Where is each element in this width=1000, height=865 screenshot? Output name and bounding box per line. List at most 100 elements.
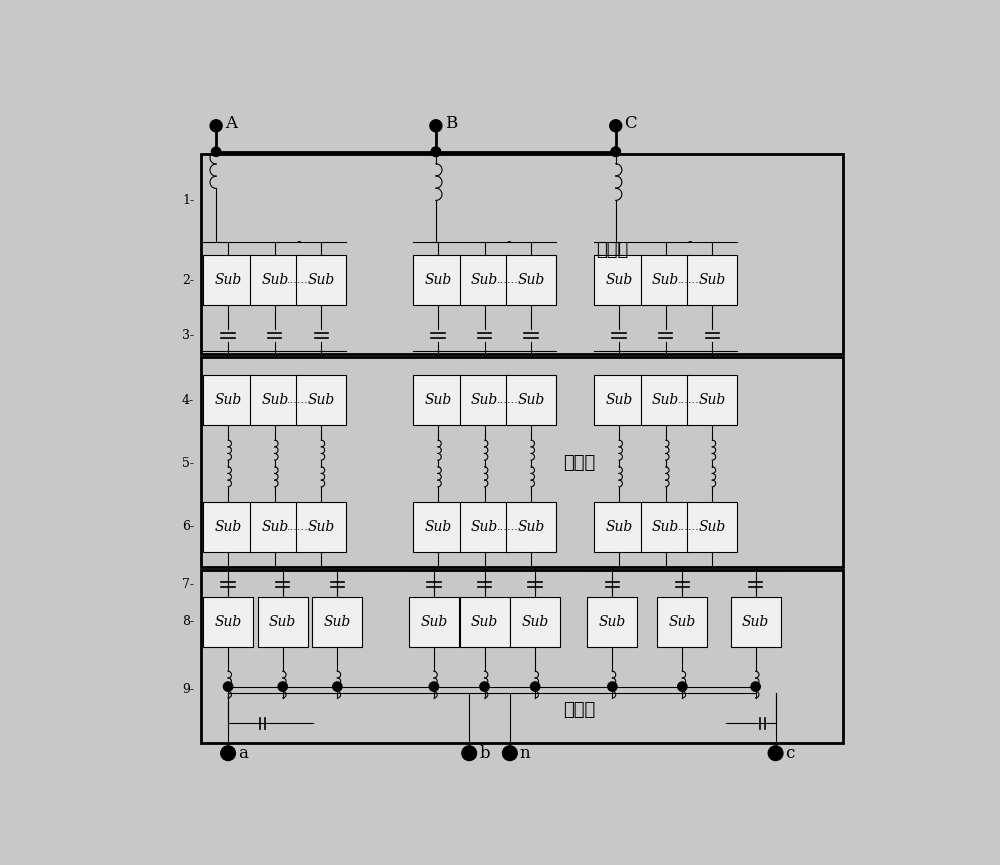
- Text: ......: ......: [497, 275, 519, 285]
- Bar: [657, 597, 707, 647]
- Text: Sub: Sub: [518, 394, 545, 407]
- Text: Sub: Sub: [699, 520, 726, 534]
- Text: Sub: Sub: [471, 615, 498, 629]
- Text: Sub: Sub: [518, 273, 545, 287]
- Circle shape: [530, 682, 540, 691]
- Text: Sub: Sub: [699, 394, 726, 407]
- Text: 8-: 8-: [182, 616, 194, 629]
- Bar: [641, 502, 691, 552]
- Circle shape: [751, 682, 760, 691]
- Bar: [460, 375, 510, 426]
- Text: 输入级: 输入级: [596, 241, 629, 260]
- Bar: [201, 357, 843, 567]
- Text: Sub: Sub: [669, 615, 696, 629]
- Text: 9-: 9-: [182, 683, 194, 696]
- Text: Sub: Sub: [518, 520, 545, 534]
- Bar: [203, 255, 253, 305]
- Bar: [203, 375, 253, 426]
- Text: Sub: Sub: [214, 273, 242, 287]
- Bar: [296, 502, 346, 552]
- Circle shape: [430, 119, 442, 131]
- Bar: [296, 375, 346, 426]
- Text: Sub: Sub: [214, 615, 242, 629]
- Text: Sub: Sub: [420, 615, 448, 629]
- Text: ......: ......: [287, 395, 309, 405]
- Bar: [201, 570, 843, 743]
- Text: Sub: Sub: [214, 394, 242, 407]
- Text: Sub: Sub: [261, 273, 288, 287]
- Text: 4-: 4-: [182, 394, 194, 407]
- Circle shape: [431, 147, 441, 157]
- Text: ......: ......: [287, 275, 309, 285]
- Bar: [460, 597, 510, 647]
- Text: Sub: Sub: [599, 615, 626, 629]
- Text: 6-: 6-: [182, 520, 194, 533]
- Bar: [506, 502, 556, 552]
- Circle shape: [278, 682, 287, 691]
- Text: 7-: 7-: [182, 578, 194, 591]
- Bar: [687, 255, 737, 305]
- Text: ......: ......: [678, 522, 700, 532]
- Text: b: b: [479, 745, 490, 762]
- Bar: [687, 502, 737, 552]
- Circle shape: [610, 119, 622, 131]
- Bar: [250, 375, 300, 426]
- Text: ......: ......: [678, 275, 700, 285]
- Circle shape: [611, 147, 620, 157]
- Text: Sub: Sub: [471, 394, 498, 407]
- Bar: [413, 255, 463, 305]
- Text: Sub: Sub: [522, 615, 549, 629]
- Circle shape: [611, 147, 620, 157]
- Bar: [460, 255, 510, 305]
- Text: Sub: Sub: [605, 273, 633, 287]
- Bar: [413, 375, 463, 426]
- Bar: [510, 597, 560, 647]
- Bar: [641, 375, 691, 426]
- Text: ......: ......: [678, 395, 700, 405]
- Text: B: B: [445, 115, 457, 132]
- Text: Sub: Sub: [652, 273, 679, 287]
- Bar: [258, 597, 308, 647]
- Bar: [587, 597, 637, 647]
- Bar: [312, 597, 362, 647]
- Bar: [250, 502, 300, 552]
- Bar: [250, 255, 300, 305]
- Text: Sub: Sub: [424, 394, 452, 407]
- Text: Sub: Sub: [652, 394, 679, 407]
- Bar: [594, 255, 644, 305]
- Bar: [506, 255, 556, 305]
- Text: Sub: Sub: [424, 273, 452, 287]
- Bar: [460, 502, 510, 552]
- Text: Sub: Sub: [214, 520, 242, 534]
- Text: a: a: [238, 745, 248, 762]
- Bar: [506, 375, 556, 426]
- Bar: [687, 375, 737, 426]
- Text: Sub: Sub: [652, 520, 679, 534]
- Text: 隔离级: 隔离级: [563, 454, 595, 472]
- Text: Sub: Sub: [699, 273, 726, 287]
- Circle shape: [503, 746, 517, 760]
- Text: Sub: Sub: [269, 615, 296, 629]
- Text: 3-: 3-: [182, 329, 194, 342]
- Circle shape: [221, 746, 235, 760]
- Circle shape: [429, 682, 439, 691]
- Text: n: n: [520, 745, 530, 762]
- Text: 5-: 5-: [182, 457, 194, 470]
- Bar: [413, 502, 463, 552]
- Text: Sub: Sub: [605, 520, 633, 534]
- Text: C: C: [624, 115, 637, 132]
- Bar: [296, 255, 346, 305]
- Text: Sub: Sub: [605, 394, 633, 407]
- Bar: [731, 597, 781, 647]
- Circle shape: [210, 119, 222, 131]
- Text: A: A: [225, 115, 237, 132]
- Circle shape: [333, 682, 342, 691]
- Circle shape: [678, 682, 687, 691]
- Bar: [203, 597, 253, 647]
- Text: Sub: Sub: [324, 615, 351, 629]
- Text: 2-: 2-: [182, 274, 194, 287]
- Text: ......: ......: [287, 522, 309, 532]
- Text: Sub: Sub: [261, 394, 288, 407]
- Circle shape: [223, 682, 233, 691]
- Text: ......: ......: [497, 395, 519, 405]
